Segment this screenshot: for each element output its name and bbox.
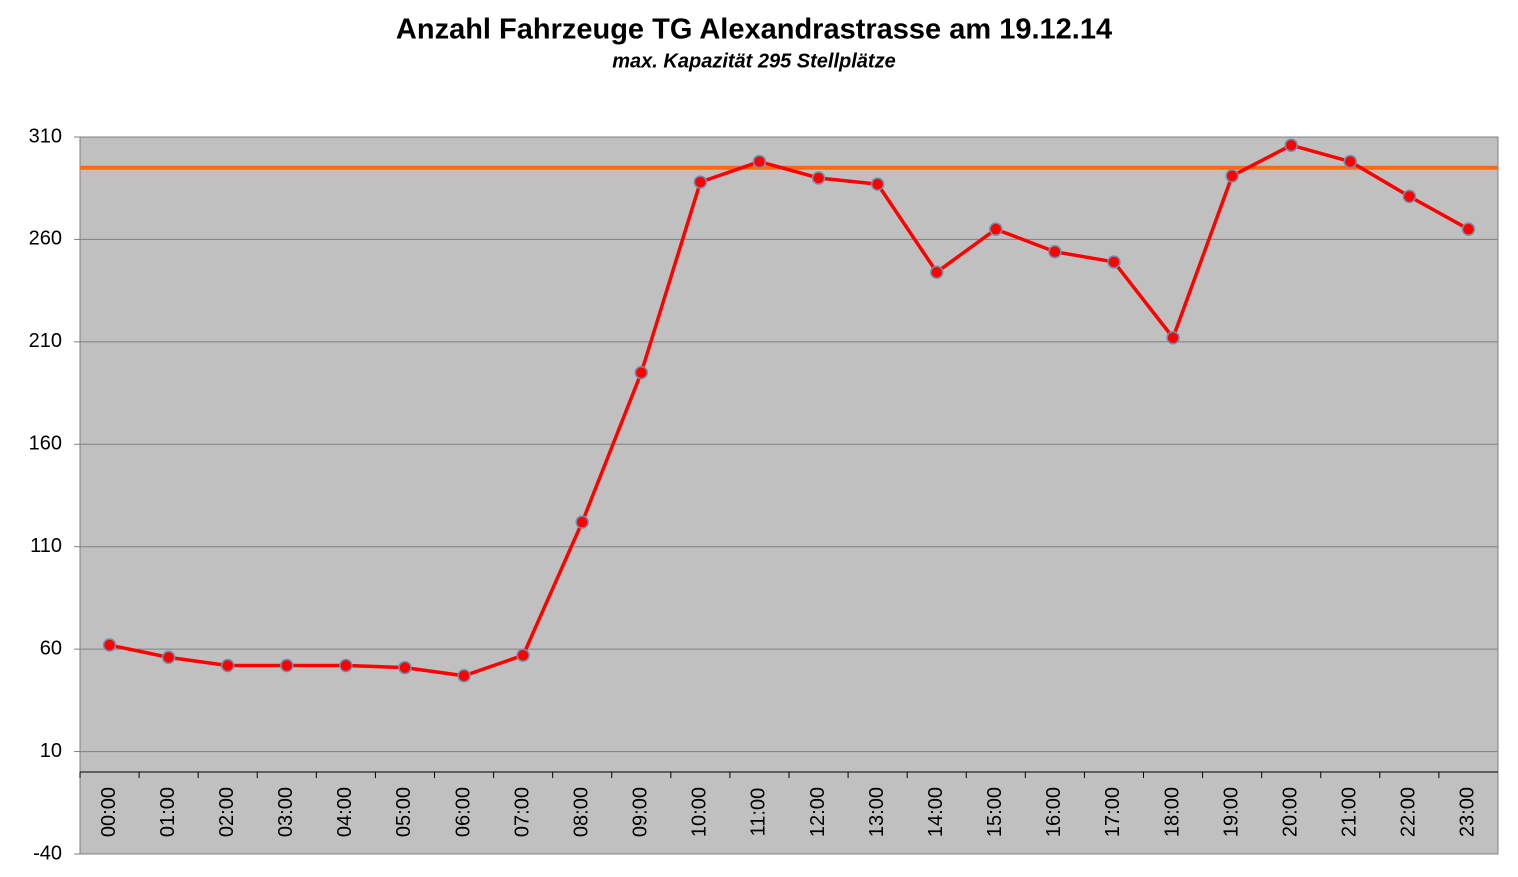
x-tick-label: 19:00: [1220, 787, 1242, 837]
y-tick-label: 260: [29, 228, 62, 250]
x-tick-label: 16:00: [1043, 787, 1065, 837]
x-tick-label: 02:00: [216, 787, 238, 837]
data-point: [752, 154, 767, 169]
x-tick-label: 23:00: [1457, 787, 1479, 837]
data-point: [989, 222, 1003, 236]
data-point: [1048, 244, 1062, 259]
x-tick-label: 03:00: [275, 787, 297, 837]
data-point: [1284, 138, 1298, 152]
data-point: [811, 171, 826, 185]
data-point: [870, 177, 885, 191]
y-tick-label: 310: [29, 125, 62, 147]
x-tick-label: 17:00: [1102, 787, 1124, 837]
data-point: [516, 648, 530, 663]
x-tick-label: 15:00: [984, 787, 1006, 837]
data-point: [1461, 222, 1476, 236]
x-tick-label: 18:00: [1161, 787, 1183, 837]
x-tick-label: 21:00: [1339, 787, 1361, 837]
data-point: [280, 658, 294, 673]
y-tick-label: 160: [29, 433, 62, 455]
chart-title: Anzahl Fahrzeuge TG Alexandrastrasse am …: [396, 14, 1112, 46]
y-tick-label: 110: [30, 535, 62, 557]
x-tick-label: 01:00: [157, 787, 179, 837]
data-point: [161, 650, 176, 665]
data-point: [1343, 154, 1358, 169]
data-point: [1402, 189, 1417, 204]
x-tick-label: 05:00: [393, 787, 415, 837]
data-point: [339, 658, 353, 673]
x-tick-label: 09:00: [630, 787, 652, 837]
y-tick-label: 210: [29, 330, 62, 352]
y-tick-label: 60: [40, 637, 62, 659]
data-point: [1166, 331, 1180, 345]
x-tick-label: 14:00: [925, 787, 947, 837]
x-tick-label: 08:00: [570, 787, 592, 837]
plot-area: [79, 136, 1499, 855]
data-point: [220, 658, 235, 673]
data-point: [575, 515, 589, 529]
series-line: [109, 143, 1470, 678]
data-point: [102, 638, 117, 652]
x-tick-label: 13:00: [866, 787, 888, 837]
x-tick-label: 12:00: [807, 787, 829, 837]
x-tick-label: 07:00: [511, 787, 533, 837]
x-tick-label: 06:00: [452, 787, 474, 837]
data-point: [398, 660, 412, 675]
x-tick-label: 22:00: [1398, 787, 1420, 837]
data-point: [634, 365, 649, 380]
chart-subtitle: max. Kapazität 295 Stellplätze: [612, 50, 895, 72]
y-tick-label: -40: [33, 842, 62, 864]
data-point: [929, 265, 944, 279]
data-point: [693, 175, 708, 189]
x-tick-label: 04:00: [334, 787, 356, 837]
data-point: [457, 669, 471, 683]
x-tick-label: 10:00: [689, 787, 711, 837]
data-point: [1107, 255, 1121, 269]
x-tick-label: 20:00: [1279, 787, 1301, 837]
x-tick-label: 11:00: [748, 788, 770, 837]
y-tick-label: 10: [40, 740, 62, 762]
x-tick-label: 00:00: [98, 787, 120, 837]
data-point: [1225, 169, 1239, 183]
